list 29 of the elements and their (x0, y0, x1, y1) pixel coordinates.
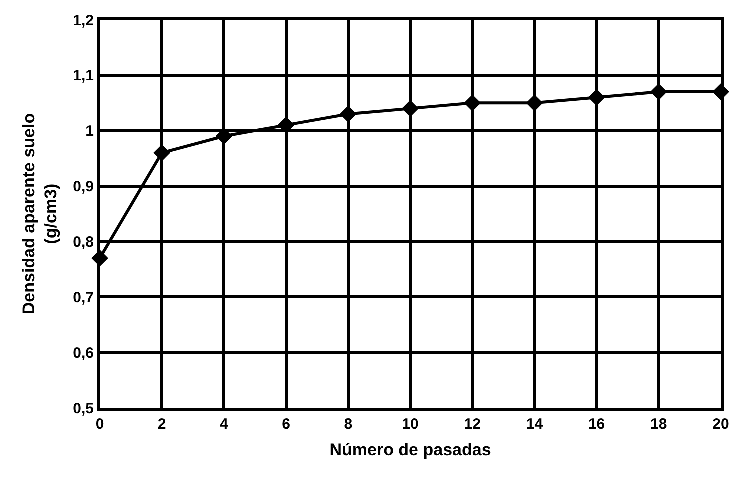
x-axis-title: Número de pasadas (330, 440, 492, 460)
x-tick-label: 20 (712, 416, 730, 433)
point (340, 106, 357, 123)
y-tick-label: 1,1 (73, 68, 94, 85)
point (402, 100, 419, 118)
x-tick-label: 8 (344, 416, 353, 433)
y-tick-label: 0,5 (73, 400, 94, 418)
x-tick-label: 4 (220, 416, 230, 433)
x-tick-label: 16 (588, 416, 606, 433)
y-tick-label: 0,6 (73, 344, 94, 362)
point (216, 128, 233, 145)
x-tick-label: 18 (650, 416, 668, 433)
x-tick-label: 6 (282, 416, 290, 433)
point (464, 94, 482, 112)
point (526, 94, 544, 112)
point (588, 89, 606, 106)
x-tick-label: 10 (402, 416, 419, 433)
x-tick-label: 12 (464, 416, 481, 433)
y-tick-label: 1,2 (73, 12, 94, 30)
y-tick-label: 0,9 (73, 178, 94, 196)
point (650, 84, 668, 101)
y-tick-label: 0,8 (73, 234, 94, 251)
x-tick-label: 14 (526, 416, 544, 433)
x-tick-label: 2 (158, 416, 166, 433)
y-tick-label: 1 (86, 123, 94, 140)
y-axis-title: Densidad aparente suelo (g/cm3) (20, 113, 61, 315)
x-tick-label: 0 (96, 416, 104, 433)
y-tick-label: 0,7 (73, 289, 94, 306)
point (154, 144, 171, 162)
